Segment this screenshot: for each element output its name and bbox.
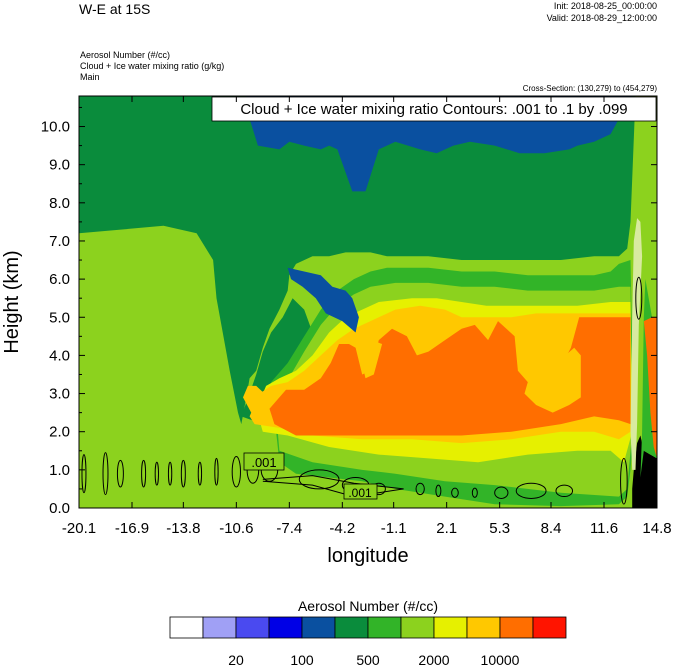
colorbar-swatch [268, 616, 303, 639]
field-label-cloud: Cloud + Ice water mixing ratio (g/kg) [80, 61, 224, 71]
x-tick-label: -16.9 [115, 520, 149, 537]
colorbar-title: Aerosol Number (#/cc) [298, 598, 438, 614]
contour-loop [154, 461, 159, 486]
y-tick-label: 4.0 [49, 347, 70, 364]
contour-loop [167, 461, 173, 486]
contour-label-1: .001 [243, 452, 285, 471]
x-tick-label: 14.8 [642, 520, 671, 537]
y-tick-label: 5.0 [49, 309, 70, 326]
contour-loop [141, 459, 147, 488]
y-tick-label: 1.0 [49, 462, 70, 479]
region-white-band [630, 218, 643, 470]
colorbar-swatch [202, 616, 237, 639]
contour-loop [451, 487, 459, 498]
x-axis: -20.1 -16.9 -13.8 -10.6 -7.4 -4.2 -1.1 2.1 5.3 8.… [62, 96, 672, 537]
x-tick-label: -20.1 [62, 520, 96, 537]
x-axis-title: longitude [327, 545, 408, 567]
region-green-upper [79, 96, 636, 425]
colorbar [169, 616, 567, 639]
plot-frame [78, 95, 658, 509]
contour-loop [415, 482, 425, 496]
contour-fill-layer [79, 96, 657, 508]
x-tick-label: -13.8 [166, 520, 200, 537]
colorbar-swatch [169, 616, 204, 639]
region-gold-bay [357, 340, 383, 379]
region-gold-blob [243, 385, 265, 413]
colorbar-swatch [301, 616, 336, 639]
colorbar-label: 2000 [418, 652, 449, 667]
contour-loop [116, 459, 124, 488]
colorbar-swatch [400, 616, 435, 639]
x-tick-label: -10.6 [219, 520, 253, 537]
contour-loop [81, 454, 87, 494]
y-axis-title: Height (km) [1, 250, 23, 353]
colorbar-swatch [433, 616, 468, 639]
colorbar-swatch [367, 616, 402, 639]
contour-loop [214, 457, 219, 486]
contour-loop [298, 469, 340, 490]
colorbar-swatch [235, 616, 270, 639]
region-gold-inset [524, 347, 581, 413]
x-tick-label: 2.1 [436, 520, 457, 537]
chart-title: W-E at 15S [79, 1, 150, 17]
contour-info-box: Cloud + Ice water mixing ratio Contours:… [211, 96, 657, 122]
contour-loop [494, 486, 509, 499]
x-tick-label: -1.1 [381, 520, 407, 537]
region-blue-mid [287, 267, 359, 333]
contour-loop [635, 276, 643, 320]
contour-loop [515, 482, 547, 499]
x-tick-label: 8.4 [541, 520, 562, 537]
y-axis: 0.0 1.0 2.0 3.0 4.0 5.0 6.0 7.0 8.0 9.0 10.0 [41, 106, 657, 517]
contour-loop [471, 487, 478, 498]
y-tick-label: 9.0 [49, 157, 70, 174]
svg-text:.001: .001 [251, 455, 276, 470]
contour-loop [555, 484, 574, 498]
init-time-label: Init: 2018-08-25_00:00:00 [554, 1, 657, 11]
colorbar-swatch [466, 616, 501, 639]
contour-loop [620, 457, 628, 505]
y-tick-label: 3.0 [49, 386, 70, 403]
colorbar-swatch [499, 616, 534, 639]
x-tick-label: -4.2 [329, 520, 355, 537]
y-tick-label: 0.0 [49, 500, 70, 517]
field-label-main: Main [80, 72, 100, 82]
y-tick-label: 10.0 [41, 119, 70, 136]
region-red-strip [643, 317, 657, 459]
colorbar-label: 10000 [481, 652, 520, 667]
x-tick-label: 11.6 [590, 520, 618, 537]
y-tick-label: 6.0 [49, 271, 70, 288]
colorbar-label: 500 [356, 652, 380, 667]
contour-info-text: Cloud + Ice water mixing ratio Contours:… [240, 101, 627, 118]
colorbar-swatch [334, 616, 369, 639]
cross-section-label: Cross-Section: (130,279) to (454,279) [523, 84, 658, 93]
x-tick-label: 5.3 [489, 520, 510, 537]
region-black [632, 435, 657, 508]
y-tick-label: 7.0 [49, 233, 70, 250]
colorbar-labels: 20 100 500 2000 10000 [228, 652, 519, 667]
contour-line-long [262, 475, 404, 498]
contour-loop [102, 452, 109, 496]
y-tick-label: 8.0 [49, 195, 70, 212]
valid-time-label: Valid: 2018-08-29_12:00:00 [547, 13, 657, 23]
contour-loop [435, 484, 442, 498]
contour-loop [197, 461, 203, 486]
y-tick-label: 2.0 [49, 424, 70, 441]
colorbar-label: 100 [290, 652, 314, 667]
contour-label-2: .001 [343, 483, 378, 500]
colorbar-label: 20 [228, 652, 244, 667]
colorbar-swatch [532, 616, 567, 639]
svg-text:.001: .001 [348, 486, 372, 500]
x-tick-label: -7.4 [276, 520, 302, 537]
field-label-aerosol: Aerosol Number (#/cc) [80, 50, 170, 60]
contour-loop [231, 456, 241, 488]
contour-loop [180, 459, 186, 488]
